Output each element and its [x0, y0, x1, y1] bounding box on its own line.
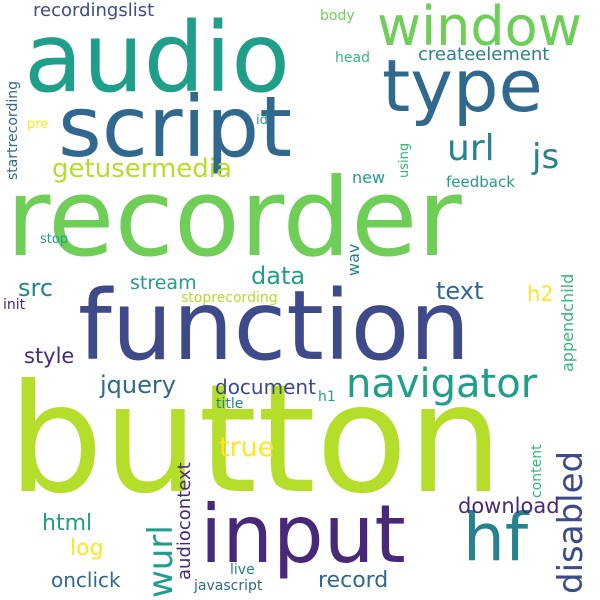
- word-recorder: recorder: [6, 156, 462, 281]
- word-input: input: [200, 488, 406, 581]
- word-src: src: [18, 274, 54, 302]
- word-using: using: [397, 142, 412, 178]
- word-stop: stop: [40, 232, 69, 247]
- word-jquery: jquery: [100, 371, 176, 399]
- word-record: record: [318, 568, 389, 593]
- word-window: window: [377, 0, 582, 58]
- word-download: download: [458, 494, 560, 518]
- word-navigator: navigator: [346, 361, 538, 407]
- word-wurl: wurl: [141, 525, 181, 598]
- word-disabled: disabled: [551, 450, 591, 594]
- word-type: type: [382, 44, 543, 128]
- word-new: new: [352, 168, 386, 187]
- word-getusermedia: getusermedia: [52, 154, 232, 184]
- word-title: title: [216, 396, 244, 412]
- word-hf: hf: [463, 499, 529, 576]
- word-stream: stream: [130, 272, 197, 294]
- word-appendchild: appendchild: [558, 273, 577, 372]
- word-init: init: [3, 297, 26, 313]
- word-button: button: [8, 353, 503, 527]
- word-document: document: [215, 375, 316, 399]
- word-javascript: javascript: [194, 578, 263, 594]
- word-true: true: [219, 432, 275, 463]
- word-pre: pre: [27, 117, 49, 132]
- word-h2: h2: [527, 282, 554, 306]
- word-audio: audio: [24, 2, 291, 114]
- word-id: id: [256, 113, 268, 128]
- word-function: function: [78, 270, 471, 382]
- word-url: url: [447, 128, 495, 169]
- word-live: live: [230, 562, 255, 578]
- word-data: data: [251, 262, 306, 290]
- word-createelement: createelement: [418, 44, 550, 65]
- word-html: html: [42, 511, 93, 536]
- word-onclick: onclick: [51, 568, 121, 592]
- word-js: js: [532, 137, 560, 177]
- word-recordingslist: recordingslist: [33, 0, 155, 21]
- word-head: head: [335, 50, 370, 66]
- word-log: log: [70, 536, 104, 561]
- word-body: body: [320, 8, 355, 24]
- word-content: content: [529, 444, 545, 498]
- word-wav: wav: [344, 243, 363, 276]
- word-text: text: [436, 277, 484, 305]
- word-startrecording: startrecording: [5, 81, 21, 180]
- word-script: script: [58, 78, 293, 176]
- word-h1: h1: [318, 389, 336, 405]
- word-style: style: [24, 344, 75, 368]
- word-feedback: feedback: [446, 173, 515, 191]
- word-audiocontext: audiocontext: [174, 462, 195, 580]
- word-stoprecording: stoprecording: [181, 290, 278, 306]
